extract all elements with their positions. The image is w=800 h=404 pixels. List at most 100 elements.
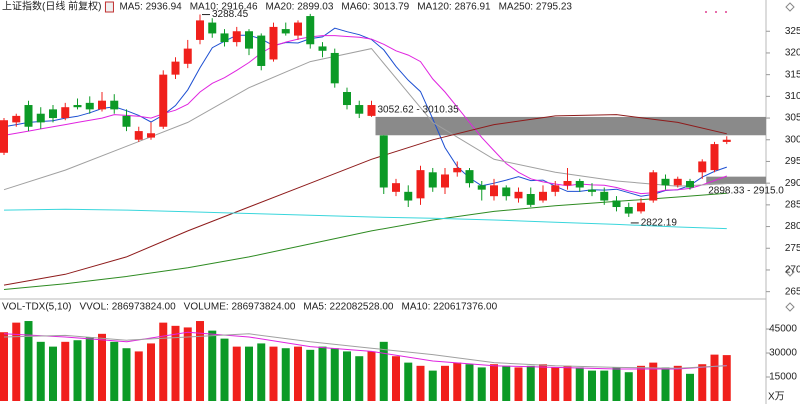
line: [3, 333, 727, 369]
y-tick-label: 3200: [785, 48, 800, 59]
candle-body: [563, 180, 572, 186]
y-tick-label: 3000: [785, 134, 800, 145]
y-tick-label: 2850: [785, 199, 800, 210]
volume-bar: [73, 340, 82, 401]
volume-bar: [171, 325, 180, 401]
menu-icon[interactable]: [785, 267, 795, 277]
volume-bar: [490, 364, 498, 401]
candle-body: [477, 185, 486, 190]
volume-bar: [85, 337, 94, 401]
candle-body: [171, 61, 180, 75]
chart-title: 上证指数(日线 前复权): [2, 0, 101, 13]
candle-body: [465, 170, 474, 184]
volume-bar: [330, 348, 339, 401]
candle-body: [61, 107, 70, 119]
y-tick-label: 3050: [785, 113, 800, 124]
candle-body: [196, 20, 204, 40]
candle-body: [588, 189, 596, 192]
candle-body: [624, 207, 633, 214]
candle-body: [159, 74, 168, 127]
candle-body: [539, 191, 547, 201]
legend-entry: VOLUME: 286973824.00: [184, 302, 296, 313]
volume-bar: [661, 367, 670, 401]
candle-body: [502, 187, 511, 197]
volume-bar: [722, 355, 731, 401]
candle-body: [147, 133, 155, 138]
legend-entry: MA10: 220617376.00: [402, 302, 498, 313]
candle-body: [722, 139, 731, 142]
volume-bar: [159, 322, 168, 401]
menu-icon[interactable]: [785, 2, 795, 12]
volume-bar: [379, 341, 388, 401]
dots: [705, 11, 727, 13]
legend-entry: MA250: 2795.23: [499, 2, 573, 13]
volume-bar: [183, 327, 192, 401]
candle-body: [49, 109, 57, 119]
y-tick-label: 2650: [785, 286, 800, 297]
candle-body: [306, 16, 315, 45]
candle-body: [551, 185, 560, 192]
volume-bar: [563, 365, 572, 401]
annotation-label: 3288.45: [212, 9, 249, 20]
volume-bar: [698, 364, 707, 401]
candle-body: [257, 35, 266, 66]
legend-entry: MA20: 2899.03: [266, 2, 334, 13]
legend-entry: MA5: 2936.94: [119, 2, 182, 13]
candle-body: [637, 202, 645, 212]
candle-body: [600, 191, 609, 201]
line: [3, 35, 727, 195]
gap-band: [375, 116, 766, 136]
candle-body: [526, 194, 535, 205]
candle-body: [673, 178, 682, 186]
volume-bar: [294, 346, 302, 401]
volume-bar: [551, 367, 560, 401]
candle-body: [85, 102, 94, 110]
menu-icon[interactable]: [785, 302, 795, 312]
y-tick-label: 30000: [769, 348, 797, 359]
legend-entry: MA120: 2876.91: [417, 2, 491, 13]
volume-bar: [134, 351, 143, 401]
candle-body: [490, 185, 498, 197]
legend-entry: VVOL: 286973824.00: [79, 302, 176, 313]
volume-bar: [637, 365, 645, 401]
volume-bar: [232, 346, 241, 401]
volume-bar: [539, 364, 547, 401]
y-tick-label: 2950: [785, 156, 800, 167]
candle-body: [98, 100, 106, 110]
candle-body: [514, 191, 523, 199]
candle-body: [0, 120, 8, 153]
volume-bar: [208, 330, 217, 401]
volume-bar: [36, 341, 45, 401]
candle-body: [318, 46, 327, 51]
volume-bar: [122, 348, 131, 401]
gap-label: 3052.62 - 3010.35: [378, 105, 460, 116]
y-tick-label: 2900: [785, 178, 800, 189]
volume-bar: [61, 341, 70, 401]
candle-body: [269, 26, 278, 60]
volume-bar: [441, 365, 449, 401]
line: [3, 331, 727, 370]
unit-label: X万: [768, 392, 785, 403]
candle-body: [428, 172, 437, 188]
candle-body: [416, 170, 425, 199]
volume-bar: [624, 372, 633, 401]
volume-bar: [220, 338, 229, 401]
candle-body: [379, 135, 388, 188]
volume-bar: [453, 362, 462, 401]
volume-bar: [404, 362, 413, 401]
volume-bar: [502, 365, 511, 401]
candle-body: [649, 172, 658, 201]
candle-body: [367, 105, 376, 116]
volume-bar: [257, 343, 266, 401]
candle-body: [441, 174, 449, 188]
y-tick-label: 3250: [785, 26, 800, 37]
legend-entry: MA60: 3013.79: [341, 2, 409, 13]
volume-bar: [269, 346, 278, 401]
candle-body: [343, 92, 351, 106]
candle-body: [661, 178, 670, 186]
volume-bar: [477, 367, 486, 401]
volume-bar: [0, 332, 8, 401]
volume-bar: [147, 343, 155, 401]
